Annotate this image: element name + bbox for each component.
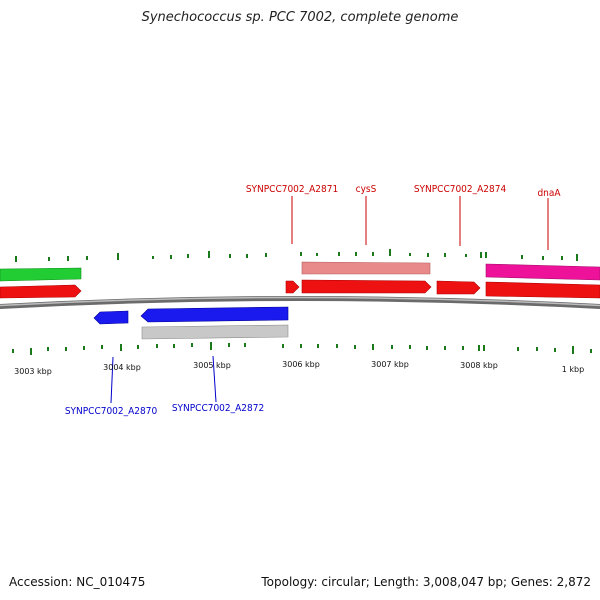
gene-arrow-red-cysS[interactable] xyxy=(301,279,432,294)
connector-A2872 xyxy=(212,355,217,403)
gene-arrow-blue-A2872[interactable] xyxy=(140,306,289,323)
bottom-marker-ticks xyxy=(12,342,592,355)
map-title: Synechococcus sp. PCC 7002, complete gen… xyxy=(141,10,459,25)
genome-summary-text: Topology: circular; Length: 3,008,047 bp… xyxy=(261,575,591,589)
axis-tick-label-3006: 3006 kbp xyxy=(282,360,320,369)
axis-tick-label-3007: 3007 kbp xyxy=(371,360,409,369)
genome-backbone-highlight xyxy=(0,296,600,307)
gene-label-A2874[interactable]: SYNPCC7002_A2874 xyxy=(414,184,507,195)
gene-arrow-pink-cysS[interactable] xyxy=(301,261,431,275)
axis-tick-label-1kbp: 1 kbp xyxy=(562,365,584,374)
gc-skew-magenta-segment[interactable] xyxy=(485,263,600,281)
gene-label-A2871[interactable]: SYNPCC7002_A2871 xyxy=(246,184,338,195)
gene-arrow-red-A2874[interactable] xyxy=(436,280,481,295)
gene-label-dnaA[interactable]: dnaA xyxy=(537,188,561,199)
axis-tick-label-3004: 3004 kbp xyxy=(103,363,141,372)
accession-text: Accession: NC_010475 xyxy=(9,575,146,589)
connector-A2870 xyxy=(110,356,114,404)
axis-tick-label-3008: 3008 kbp xyxy=(460,361,498,370)
top-marker-ticks xyxy=(15,249,578,262)
gene-arrow-gray-A2872[interactable] xyxy=(141,324,289,340)
gene-arrow-red-dnaA[interactable] xyxy=(485,281,600,299)
gene-label-A2870[interactable]: SYNPCC7002_A2870 xyxy=(65,406,158,417)
label-connectors xyxy=(110,196,549,404)
axis-tick-label-3003: 3003 kbp xyxy=(14,367,52,376)
gene-arrow-blue-A2870[interactable] xyxy=(93,310,129,325)
gene-arrow-small-red[interactable] xyxy=(285,280,300,294)
gc-skew-green-segment[interactable] xyxy=(0,267,82,282)
axis-tick-label-3005: 3005 kbp xyxy=(193,361,231,370)
gene-label-A2872[interactable]: SYNPCC7002_A2872 xyxy=(172,403,264,414)
gene-arrow-red-left[interactable] xyxy=(0,284,82,299)
genome-backbone xyxy=(0,296,600,309)
gene-label-cysS[interactable]: cysS xyxy=(356,184,377,195)
